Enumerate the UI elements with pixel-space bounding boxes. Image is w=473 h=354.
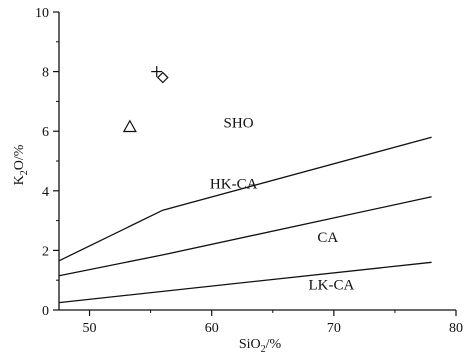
y-axis-label-suffix: O/% xyxy=(12,144,27,170)
boundary-line xyxy=(58,196,432,277)
boundary-line xyxy=(58,136,432,262)
data-point-diamond xyxy=(156,71,169,84)
region-label: CA xyxy=(317,230,338,246)
boundary-line xyxy=(58,261,432,304)
y-tick-label: 10 xyxy=(35,6,49,21)
boundary-lines xyxy=(58,136,432,304)
region-label: HK-CA xyxy=(210,176,258,192)
x-axis-label-sub: 2 xyxy=(261,344,266,354)
x-tick-label: 50 xyxy=(83,321,97,336)
x-tick-label: 80 xyxy=(449,321,463,336)
x-axis-label-main: SiO xyxy=(239,337,261,352)
x-tick-label: 70 xyxy=(327,321,341,336)
region-label: LK-CA xyxy=(308,278,354,294)
data-point-plus xyxy=(151,66,163,78)
data-point-triangle xyxy=(122,119,137,133)
x-axis-label: SiO2/% xyxy=(239,337,282,354)
region-label: SHO xyxy=(224,115,254,131)
y-axis-label-main: K xyxy=(12,175,27,185)
y-axis-label: K2O/% xyxy=(12,144,30,185)
region-labels: SHO HK-CA CA LK-CA xyxy=(210,115,355,293)
y-tick-label: 2 xyxy=(42,244,49,259)
data-points xyxy=(122,66,169,133)
ticks: 50 60 70 80 0 2 4 6 8 10 xyxy=(35,6,463,336)
x-tick-label: 60 xyxy=(205,321,219,336)
y-tick-label: 8 xyxy=(42,66,49,81)
x-axis-label-suffix: /% xyxy=(266,337,282,352)
y-axis-label-sub: 2 xyxy=(19,170,30,175)
y-tick-label: 4 xyxy=(42,185,49,200)
axes xyxy=(58,12,456,311)
y-tick-label: 6 xyxy=(42,125,49,140)
y-tick-label: 0 xyxy=(42,304,49,319)
